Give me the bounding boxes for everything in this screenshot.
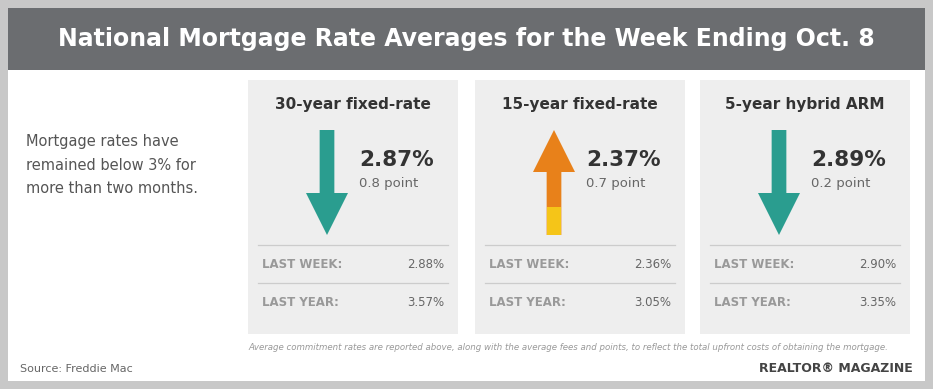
Text: LAST YEAR:: LAST YEAR: — [714, 296, 791, 308]
Polygon shape — [533, 130, 575, 235]
FancyBboxPatch shape — [8, 8, 925, 70]
Text: LAST YEAR:: LAST YEAR: — [489, 296, 566, 308]
Text: LAST WEEK:: LAST WEEK: — [714, 258, 794, 270]
Text: REALTOR® MAGAZINE: REALTOR® MAGAZINE — [759, 363, 913, 375]
Text: 3.57%: 3.57% — [407, 296, 444, 308]
Text: 30-year fixed-rate: 30-year fixed-rate — [275, 96, 431, 112]
FancyBboxPatch shape — [8, 8, 925, 381]
Text: LAST YEAR:: LAST YEAR: — [262, 296, 339, 308]
Text: 2.87%: 2.87% — [359, 150, 434, 170]
Text: 3.35%: 3.35% — [859, 296, 896, 308]
Text: 2.36%: 2.36% — [634, 258, 671, 270]
Polygon shape — [547, 207, 562, 235]
Text: 2.90%: 2.90% — [858, 258, 896, 270]
FancyBboxPatch shape — [700, 80, 910, 334]
Polygon shape — [758, 130, 800, 235]
Text: 15-year fixed-rate: 15-year fixed-rate — [502, 96, 658, 112]
FancyBboxPatch shape — [248, 80, 458, 334]
Text: 0.7 point: 0.7 point — [586, 177, 646, 190]
Text: Mortgage rates have
remained below 3% for
more than two months.: Mortgage rates have remained below 3% fo… — [26, 134, 198, 196]
Text: Average commitment rates are reported above, along with the average fees and poi: Average commitment rates are reported ab… — [248, 342, 888, 352]
Text: 2.88%: 2.88% — [407, 258, 444, 270]
Text: LAST WEEK:: LAST WEEK: — [489, 258, 569, 270]
Text: 5-year hybrid ARM: 5-year hybrid ARM — [725, 96, 884, 112]
Text: 3.05%: 3.05% — [634, 296, 671, 308]
Text: 2.89%: 2.89% — [811, 150, 885, 170]
Text: National Mortgage Rate Averages for the Week Ending Oct. 8: National Mortgage Rate Averages for the … — [58, 27, 875, 51]
FancyBboxPatch shape — [475, 80, 685, 334]
Text: 0.2 point: 0.2 point — [811, 177, 870, 190]
Text: LAST WEEK:: LAST WEEK: — [262, 258, 342, 270]
Polygon shape — [306, 130, 348, 235]
Text: 0.8 point: 0.8 point — [359, 177, 418, 190]
Text: 2.37%: 2.37% — [586, 150, 661, 170]
Text: Source: Freddie Mac: Source: Freddie Mac — [20, 364, 132, 374]
